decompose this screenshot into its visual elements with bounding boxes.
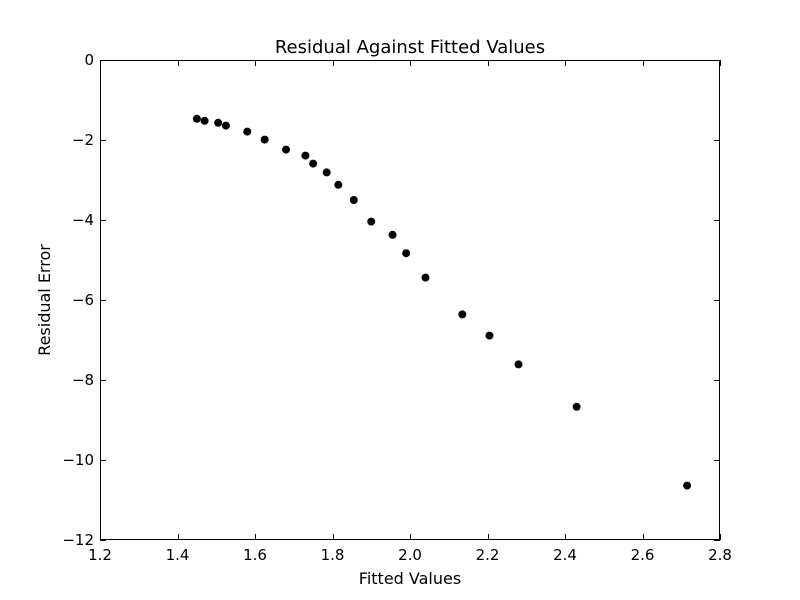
- x-tick-label: 2.0: [398, 546, 422, 564]
- data-point: [458, 310, 467, 319]
- data-point: [260, 135, 269, 144]
- x-tick-label: 2.6: [631, 546, 655, 564]
- data-point: [301, 151, 310, 160]
- x-tick-label: 1.4: [166, 546, 190, 564]
- data-point: [282, 145, 290, 154]
- data-point: [192, 114, 201, 123]
- data-point: [221, 121, 230, 130]
- data-point: [367, 217, 376, 226]
- data-point: [309, 159, 318, 168]
- x-axis-label: Fitted Values: [359, 569, 461, 588]
- y-axis-label: Residual Error: [35, 244, 54, 356]
- y-tick-label: −4: [72, 211, 94, 229]
- data-points: [192, 114, 692, 490]
- y-tick-label: 0: [84, 51, 94, 69]
- chart-title: Residual Against Fitted Values: [275, 37, 545, 58]
- data-point: [572, 402, 581, 411]
- data-point: [349, 196, 358, 204]
- x-tick-labels: 1.2 1.4 1.6 1.8 2.0 2.2 2.4 2.6 2.8: [88, 546, 732, 564]
- x-tick-label: 1.8: [321, 546, 345, 564]
- y-tick-label: −12: [62, 531, 94, 549]
- y-tick-labels: 0 −2 −4 −6 −8 −10 −12: [62, 51, 94, 549]
- x-tick-label: 2.4: [553, 546, 577, 564]
- data-point: [243, 127, 252, 136]
- data-point: [200, 116, 209, 125]
- data-point: [388, 230, 397, 239]
- data-point: [485, 331, 494, 340]
- plot-area: 1.2 1.4 1.6 1.8 2.0 2.2 2.4 2.6 2.8 0 −2 −4 −6 −8 −10…: [62, 51, 732, 564]
- data-point: [402, 249, 411, 258]
- data-point: [514, 360, 523, 369]
- data-point: [334, 180, 343, 189]
- y-tick-label: −10: [62, 451, 94, 469]
- x-tick-label: 1.6: [243, 546, 267, 564]
- data-point: [214, 118, 223, 127]
- y-tick-label: −6: [72, 291, 94, 309]
- data-point: [322, 168, 331, 177]
- tick-marks: [100, 60, 721, 541]
- data-point: [683, 481, 692, 490]
- y-tick-label: −8: [72, 371, 94, 389]
- x-tick-label: 2.8: [708, 546, 732, 564]
- data-point: [421, 273, 430, 282]
- x-tick-label: 1.2: [88, 546, 112, 564]
- y-tick-label: −2: [72, 131, 94, 149]
- x-tick-label: 2.2: [476, 546, 500, 564]
